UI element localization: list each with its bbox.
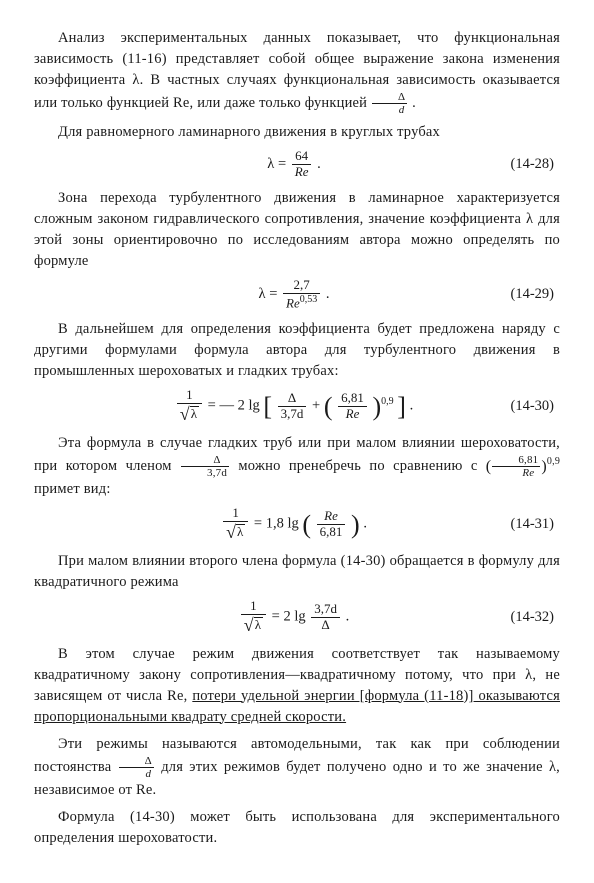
frac-den: Re: [492, 467, 540, 479]
eq-coef: — 2 lg: [219, 398, 259, 414]
frac-num: 1: [177, 388, 202, 404]
paren-left-icon: (: [302, 513, 311, 536]
frac-num: 3,7d: [311, 602, 340, 618]
inline-exp: 0,9: [547, 456, 560, 467]
eq-lhs-frac: 1 √λ: [223, 506, 248, 543]
eq-lhs: λ: [267, 156, 274, 172]
frac-num: 1: [241, 599, 266, 615]
equation-14-31: 1 √λ = 1,8 lg ( Re 6,81 ) . (14-31): [34, 506, 560, 543]
paragraph-3: Зона перехода турбулентного движения в л…: [34, 188, 560, 272]
paragraph-1: Анализ экспериментальных данных показыва…: [34, 28, 560, 116]
p1-text: Анализ экспериментальных данных показыва…: [34, 30, 560, 111]
eq-frac: 2,7 Re0,53: [283, 278, 320, 311]
frac-den: 6,81: [317, 525, 346, 540]
eq-number: (14-30): [511, 398, 555, 414]
eq-number: (14-29): [511, 286, 555, 302]
frac-den: √λ: [241, 615, 266, 636]
eq-coef: 1,8 lg: [266, 516, 299, 532]
inline-frac-681-Re: 6,81 Re: [492, 454, 540, 479]
paragraph-5: Эта формула в случае гладких труб или пр…: [34, 433, 560, 500]
frac-num: 6,81: [492, 454, 540, 467]
eq-frac: 64 Re: [292, 149, 312, 180]
eq-sign: =: [208, 398, 216, 414]
equation-14-32: 1 √λ = 2 lg 3,7d Δ . (14-32): [34, 599, 560, 636]
paren-right-icon: ): [351, 513, 360, 536]
frac-num: 64: [292, 149, 312, 165]
eq-number: (14-31): [511, 516, 555, 532]
equation-14-29: λ = 2,7 Re0,53 . (14-29): [34, 278, 560, 311]
eq-sign: =: [272, 609, 280, 625]
equation-14-28: λ = 64 Re . (14-28): [34, 149, 560, 180]
eq-inner: 3,7d Δ: [311, 602, 340, 633]
eq-body: 1 √λ = 1,8 lg ( Re 6,81 ) .: [221, 506, 367, 543]
eq-exp: 0,9: [381, 396, 394, 407]
equation-14-30: 1 √λ = — 2 lg [ Δ 3,7d + ( 6,81 Re )0,9 …: [34, 388, 560, 425]
frac-den: √λ: [223, 522, 248, 543]
inline-frac-delta-d: Δ d: [372, 91, 407, 116]
eq-term2: 6,81 Re: [338, 391, 367, 422]
frac-num: 1: [223, 506, 248, 522]
frac-num: Δ: [372, 91, 407, 104]
eq-coef: 2 lg: [283, 609, 305, 625]
bracket-left-icon: [: [263, 395, 272, 418]
eq-number: (14-28): [511, 156, 555, 172]
eq-term1: Δ 3,7d: [278, 391, 307, 422]
eq-number: (14-32): [511, 609, 555, 625]
eq-body: 1 √λ = 2 lg 3,7d Δ .: [239, 599, 349, 636]
paren-left-icon: (: [324, 395, 333, 418]
frac-num: 2,7: [283, 278, 320, 294]
frac-num: 6,81: [338, 391, 367, 407]
paragraph-4: В дальнейшем для определения коэффициент…: [34, 319, 560, 382]
frac-den: √λ: [177, 404, 202, 425]
bracket-right-icon: ]: [397, 395, 406, 418]
paren-left-icon: (: [486, 458, 492, 475]
eq-body: λ = 2,7 Re0,53 .: [259, 278, 330, 311]
frac-den: 3,7d: [278, 407, 307, 422]
frac-num: Δ: [181, 454, 229, 467]
eq-sign: =: [254, 516, 262, 532]
paren-right-icon: ): [373, 395, 382, 418]
inline-frac-delta-d-2: Δ d: [119, 755, 154, 780]
paragraph-8: Эти режимы называются автомодельными, та…: [34, 734, 560, 801]
eq-lhs: λ: [259, 286, 266, 302]
frac-num: Δ: [278, 391, 307, 407]
eq-body: λ = 64 Re .: [267, 149, 320, 180]
frac-num: Re: [317, 509, 346, 525]
paragraph-2: Для равномерного ламинарного движения в …: [34, 122, 560, 143]
paragraph-7: В этом случае режим движения соответству…: [34, 644, 560, 728]
frac-den: d: [119, 768, 154, 780]
eq-sign: =: [269, 286, 277, 302]
p1-tail: .: [412, 95, 416, 111]
frac-den: d: [372, 104, 407, 116]
frac-den: 3,7d: [181, 467, 229, 479]
frac-den: Δ: [311, 618, 340, 633]
eq-body: 1 √λ = — 2 lg [ Δ 3,7d + ( 6,81 Re )0,9 …: [175, 388, 413, 425]
paragraph-9: Формула (14-30) может быть использована …: [34, 807, 560, 849]
frac-num: Δ: [119, 755, 154, 768]
frac-den: Re: [292, 165, 312, 180]
paragraph-6: При малом влиянии второго члена формула …: [34, 551, 560, 593]
p5c-text: примет вид:: [34, 481, 111, 497]
eq-inner: Re 6,81: [317, 509, 346, 540]
eq-lhs-frac: 1 √λ: [241, 599, 266, 636]
inline-frac-delta-37d: Δ 3,7d: [181, 454, 229, 479]
frac-den: Re: [338, 407, 367, 422]
p5b-text: можно пренебречь по сравнению с: [238, 458, 485, 474]
eq-sign: =: [278, 156, 286, 172]
frac-den: Re0,53: [283, 294, 320, 311]
eq-lhs-frac: 1 √λ: [177, 388, 202, 425]
